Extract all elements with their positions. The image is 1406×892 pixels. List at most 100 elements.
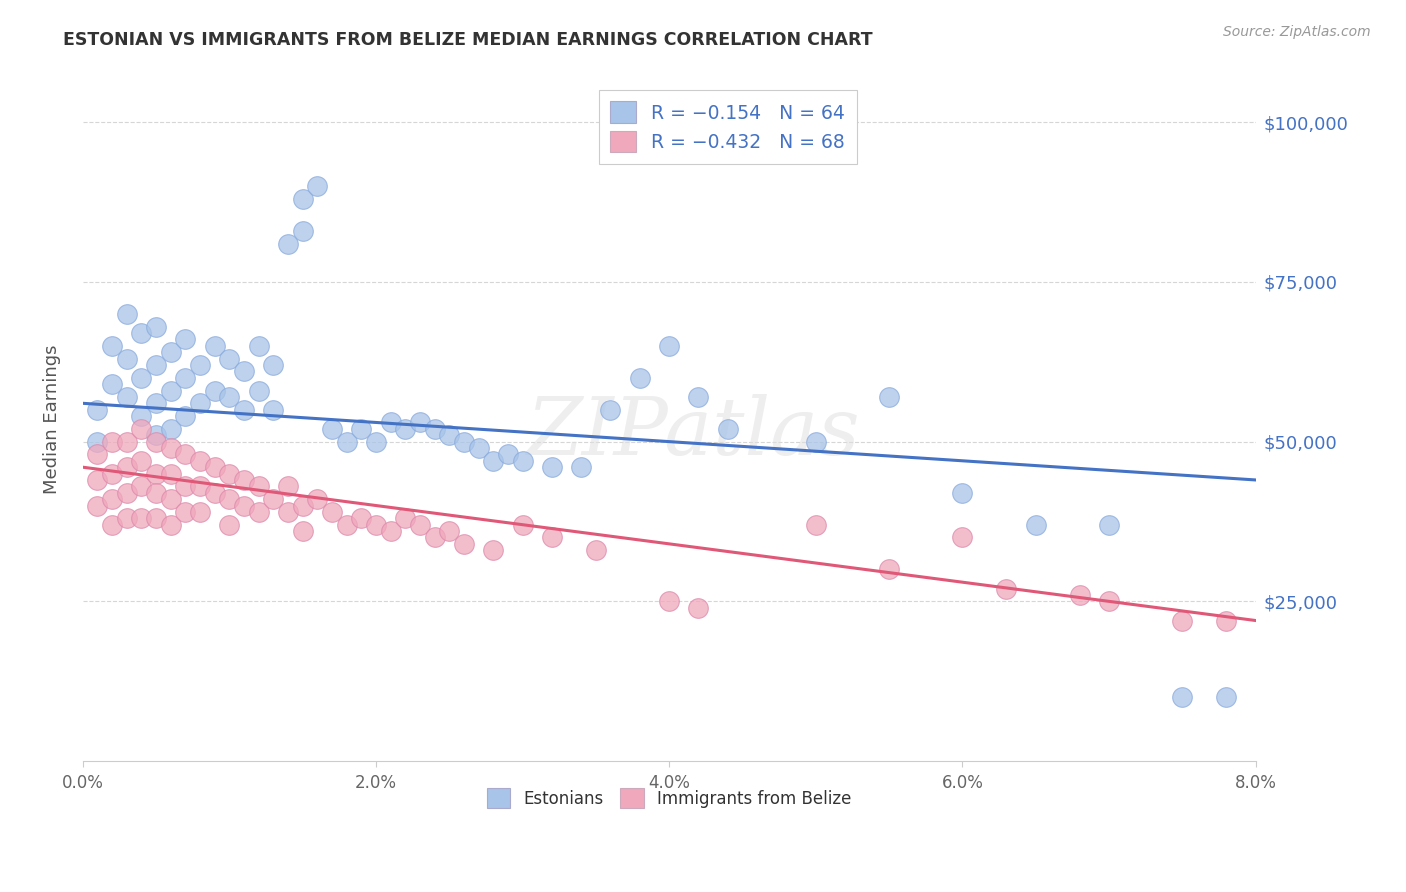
Point bbox=[101, 492, 124, 507]
Point bbox=[145, 467, 167, 481]
Point bbox=[453, 537, 475, 551]
Point bbox=[247, 384, 270, 398]
Point bbox=[599, 402, 621, 417]
Point bbox=[145, 485, 167, 500]
Point bbox=[129, 511, 152, 525]
Point bbox=[218, 467, 240, 481]
Point bbox=[394, 511, 416, 525]
Point bbox=[145, 511, 167, 525]
Point bbox=[1069, 588, 1091, 602]
Point bbox=[364, 434, 387, 449]
Point bbox=[804, 434, 827, 449]
Point bbox=[688, 390, 710, 404]
Point bbox=[145, 396, 167, 410]
Point bbox=[1171, 690, 1194, 705]
Point bbox=[717, 422, 740, 436]
Point bbox=[995, 582, 1018, 596]
Point bbox=[188, 396, 211, 410]
Point bbox=[159, 345, 181, 359]
Point bbox=[277, 236, 299, 251]
Point bbox=[277, 479, 299, 493]
Point bbox=[658, 594, 681, 608]
Point bbox=[174, 447, 197, 461]
Point bbox=[159, 384, 181, 398]
Point bbox=[188, 358, 211, 372]
Point bbox=[380, 524, 402, 538]
Point bbox=[496, 447, 519, 461]
Point bbox=[804, 517, 827, 532]
Point bbox=[307, 492, 329, 507]
Point bbox=[1098, 517, 1121, 532]
Point bbox=[277, 505, 299, 519]
Point bbox=[115, 307, 138, 321]
Text: Source: ZipAtlas.com: Source: ZipAtlas.com bbox=[1223, 25, 1371, 39]
Point bbox=[409, 416, 432, 430]
Point bbox=[569, 460, 592, 475]
Point bbox=[307, 179, 329, 194]
Point bbox=[174, 479, 197, 493]
Point bbox=[145, 434, 167, 449]
Point bbox=[262, 402, 284, 417]
Point bbox=[247, 505, 270, 519]
Point bbox=[1025, 517, 1047, 532]
Point bbox=[86, 499, 108, 513]
Point bbox=[174, 409, 197, 423]
Point bbox=[115, 511, 138, 525]
Point bbox=[86, 402, 108, 417]
Point bbox=[218, 390, 240, 404]
Point bbox=[262, 492, 284, 507]
Point bbox=[1215, 614, 1237, 628]
Point bbox=[291, 524, 314, 538]
Point bbox=[321, 505, 343, 519]
Point bbox=[145, 428, 167, 442]
Point bbox=[950, 531, 973, 545]
Point bbox=[101, 517, 124, 532]
Point bbox=[1098, 594, 1121, 608]
Point bbox=[101, 377, 124, 392]
Point bbox=[540, 460, 562, 475]
Point bbox=[364, 517, 387, 532]
Point bbox=[188, 454, 211, 468]
Point bbox=[115, 460, 138, 475]
Point bbox=[437, 524, 460, 538]
Point bbox=[512, 454, 534, 468]
Point bbox=[129, 409, 152, 423]
Point bbox=[335, 434, 357, 449]
Y-axis label: Median Earnings: Median Earnings bbox=[44, 344, 60, 494]
Point bbox=[247, 479, 270, 493]
Point bbox=[129, 479, 152, 493]
Point bbox=[877, 562, 900, 576]
Point bbox=[159, 517, 181, 532]
Point bbox=[482, 454, 505, 468]
Point bbox=[159, 441, 181, 455]
Point bbox=[159, 492, 181, 507]
Point bbox=[1215, 690, 1237, 705]
Point bbox=[218, 351, 240, 366]
Point bbox=[145, 358, 167, 372]
Text: ZIPatlas: ZIPatlas bbox=[526, 394, 859, 472]
Point bbox=[1171, 614, 1194, 628]
Point bbox=[658, 339, 681, 353]
Point bbox=[129, 422, 152, 436]
Point bbox=[86, 434, 108, 449]
Point bbox=[145, 319, 167, 334]
Point bbox=[101, 339, 124, 353]
Point bbox=[482, 543, 505, 558]
Point bbox=[174, 505, 197, 519]
Point bbox=[86, 473, 108, 487]
Point bbox=[423, 531, 446, 545]
Point bbox=[174, 370, 197, 384]
Point bbox=[204, 339, 226, 353]
Point bbox=[232, 499, 254, 513]
Point bbox=[247, 339, 270, 353]
Point bbox=[467, 441, 489, 455]
Point bbox=[115, 485, 138, 500]
Point bbox=[628, 370, 651, 384]
Point bbox=[174, 332, 197, 346]
Point bbox=[321, 422, 343, 436]
Point bbox=[437, 428, 460, 442]
Point bbox=[232, 402, 254, 417]
Point bbox=[218, 517, 240, 532]
Point bbox=[350, 422, 373, 436]
Point bbox=[423, 422, 446, 436]
